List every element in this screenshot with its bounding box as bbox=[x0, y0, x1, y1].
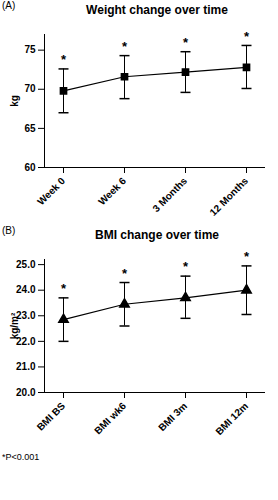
svg-text:*: * bbox=[244, 29, 250, 44]
svg-text:75: 75 bbox=[24, 44, 36, 55]
svg-text:BMI wk6: BMI wk6 bbox=[92, 400, 128, 436]
svg-text:*: * bbox=[61, 52, 67, 67]
svg-text:22.0: 22.0 bbox=[16, 335, 36, 347]
svg-text:*: * bbox=[122, 39, 128, 54]
svg-text:Week 6: Week 6 bbox=[96, 175, 128, 207]
svg-text:BMI BS: BMI BS bbox=[35, 400, 68, 433]
svg-text:*: * bbox=[122, 266, 128, 281]
svg-text:Week 0: Week 0 bbox=[35, 175, 67, 207]
svg-text:BMI 3m: BMI 3m bbox=[156, 400, 189, 433]
html-text:Weight change over time: Weight change over time bbox=[86, 3, 228, 17]
svg-text:12 Months: 12 Months bbox=[207, 175, 250, 218]
svg-text:24.0: 24.0 bbox=[16, 284, 36, 295]
svg-text:*: * bbox=[183, 35, 189, 50]
svg-text:60: 60 bbox=[24, 162, 36, 173]
svg-text:*: * bbox=[183, 259, 189, 274]
svg-text:3 Months: 3 Months bbox=[150, 175, 189, 214]
html-text:(B): (B) bbox=[2, 225, 16, 236]
svg-text:*: * bbox=[244, 249, 250, 264]
svg-text:65: 65 bbox=[24, 123, 36, 134]
svg-text:21.0: 21.0 bbox=[16, 361, 36, 372]
svg-text:kg: kg bbox=[9, 95, 20, 107]
svg-text:25.0: 25.0 bbox=[16, 259, 36, 270]
html-text:*P<0.001: *P<0.001 bbox=[2, 452, 40, 462]
svg-text:23.0: 23.0 bbox=[16, 310, 36, 321]
html-text:BMI change over time: BMI change over time bbox=[95, 228, 219, 242]
svg-text:kg/m²: kg/m² bbox=[9, 312, 20, 339]
svg-text:20.0: 20.0 bbox=[16, 387, 36, 398]
svg-text:70: 70 bbox=[24, 83, 36, 94]
html-text:(A): (A) bbox=[2, 0, 16, 11]
svg-text:BMI 12m: BMI 12m bbox=[213, 400, 250, 437]
svg-text:*: * bbox=[61, 281, 67, 296]
